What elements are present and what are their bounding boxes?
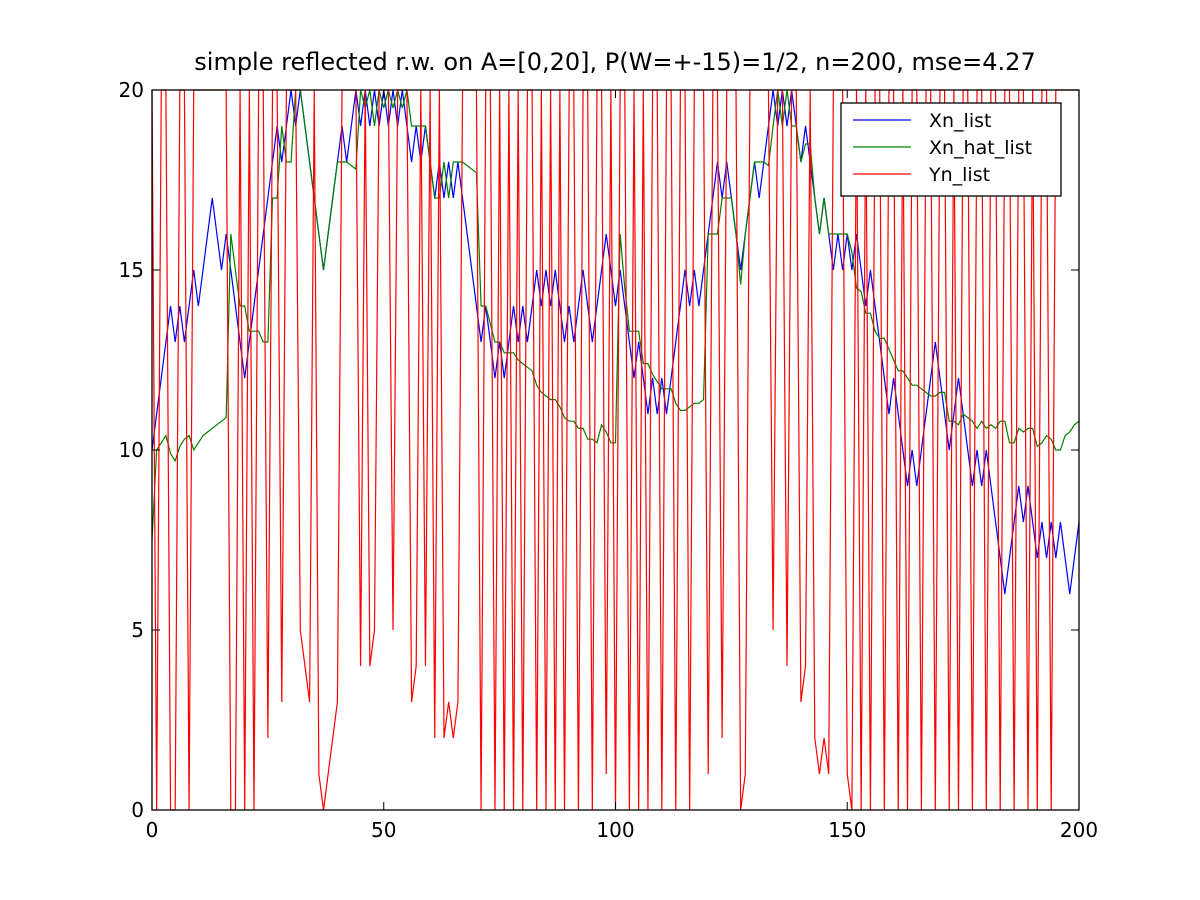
y-tick-label: 20 xyxy=(119,78,144,102)
y-tick-label: 10 xyxy=(119,438,144,462)
x-tick-label: 200 xyxy=(1060,818,1098,842)
y-tick-label: 5 xyxy=(131,618,144,642)
x-tick-label: 100 xyxy=(596,818,634,842)
chart-title: simple reflected r.w. on A=[0,20], P(W=+… xyxy=(194,48,1035,76)
y-tick-label: 15 xyxy=(119,258,144,282)
x-tick-label: 50 xyxy=(371,818,396,842)
legend-label: Yn_list xyxy=(928,164,990,186)
legend-box xyxy=(840,102,1062,197)
legend-label: Xn_list xyxy=(929,110,991,132)
legend-label: Xn_hat_list xyxy=(929,137,1032,159)
x-tick-label: 0 xyxy=(146,818,159,842)
x-tick-label: 150 xyxy=(828,818,866,842)
y-tick-label: 0 xyxy=(131,798,144,822)
legend: Xn_list Xn_hat_list Yn_list xyxy=(840,102,1062,197)
